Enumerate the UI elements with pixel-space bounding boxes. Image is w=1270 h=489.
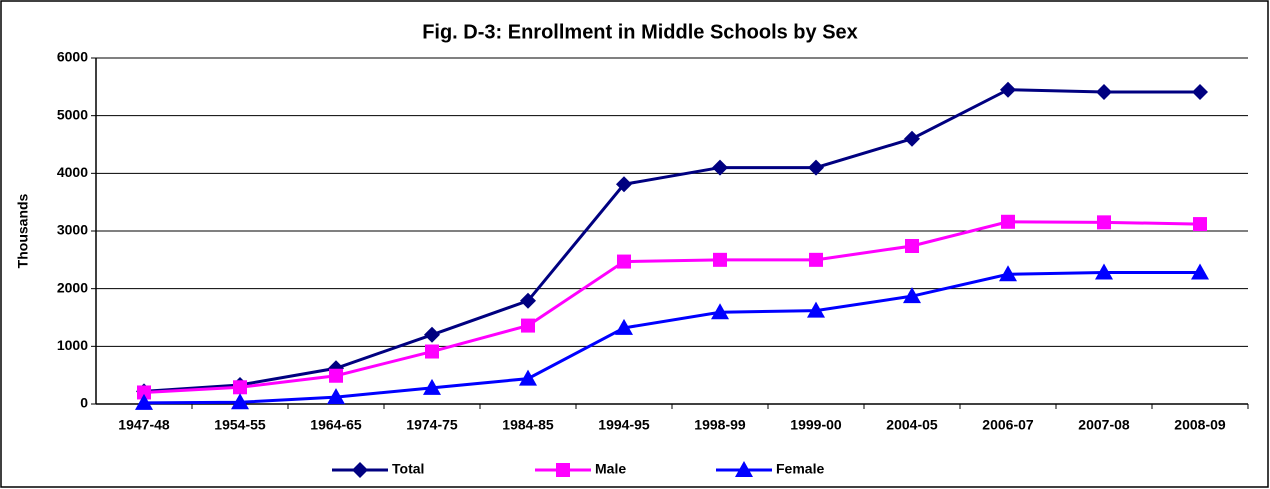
x-tick-label: 2007-08 xyxy=(1078,417,1130,433)
legend-label: Total xyxy=(392,461,424,477)
x-tick-label: 1994-95 xyxy=(598,417,650,433)
y-tick-label: 5000 xyxy=(57,106,88,122)
y-tick-label: 6000 xyxy=(57,49,88,65)
legend-marker xyxy=(352,462,368,478)
y-tick-label: 1000 xyxy=(57,337,88,353)
x-tick-label: 2006-07 xyxy=(982,417,1034,433)
chart-title: Fig. D-3: Enrollment in Middle Schools b… xyxy=(422,21,858,43)
series-line xyxy=(143,271,1200,405)
legend-label: Female xyxy=(776,461,824,477)
x-tick-label: 1998-99 xyxy=(694,417,746,433)
data-point xyxy=(329,368,343,383)
data-point xyxy=(1193,217,1207,232)
data-point xyxy=(1095,263,1113,280)
x-tick-label: 2004-05 xyxy=(886,417,938,433)
data-point xyxy=(1192,84,1208,101)
x-tick-label: 1999-00 xyxy=(790,417,842,433)
data-point xyxy=(1000,81,1016,98)
data-point xyxy=(1001,214,1015,229)
data-point xyxy=(521,318,535,333)
data-point xyxy=(616,176,632,193)
data-point xyxy=(617,254,631,269)
data-point xyxy=(327,388,345,405)
data-point xyxy=(808,159,824,176)
data-point xyxy=(519,369,537,386)
data-point xyxy=(615,318,633,335)
data-point xyxy=(905,238,919,253)
data-point xyxy=(809,252,823,267)
x-tick-label: 1984-85 xyxy=(502,417,554,433)
y-axis-label: Thousands xyxy=(15,193,31,268)
series-line xyxy=(143,88,1200,393)
data-point xyxy=(520,292,536,309)
data-point xyxy=(712,159,728,176)
y-tick-label: 2000 xyxy=(57,279,88,295)
data-point xyxy=(903,287,921,304)
data-point xyxy=(425,344,439,359)
data-point xyxy=(1096,84,1112,101)
x-tick-label: 1954-55 xyxy=(214,417,266,433)
data-point xyxy=(904,130,920,147)
y-tick-label: 3000 xyxy=(57,222,88,238)
x-tick-label: 1974-75 xyxy=(406,417,458,433)
data-point xyxy=(711,303,729,320)
x-tick-label: 1964-65 xyxy=(310,417,362,433)
x-tick-label: 1947-48 xyxy=(118,417,170,433)
data-point xyxy=(231,393,249,410)
y-tick-label: 0 xyxy=(80,395,88,411)
y-tick-label: 4000 xyxy=(57,164,88,180)
legend-label: Male xyxy=(595,461,626,477)
data-point xyxy=(713,252,727,267)
data-point xyxy=(135,393,153,410)
series-line xyxy=(143,220,1201,394)
data-point xyxy=(807,301,825,318)
data-point xyxy=(424,326,440,343)
legend-marker xyxy=(735,461,753,477)
data-point xyxy=(1191,263,1209,280)
data-point xyxy=(233,380,247,395)
data-point xyxy=(1097,215,1111,230)
x-tick-label: 2008-09 xyxy=(1174,417,1226,433)
data-point xyxy=(423,378,441,395)
data-point xyxy=(999,265,1017,282)
data-point xyxy=(137,385,151,400)
legend-marker xyxy=(556,463,570,477)
